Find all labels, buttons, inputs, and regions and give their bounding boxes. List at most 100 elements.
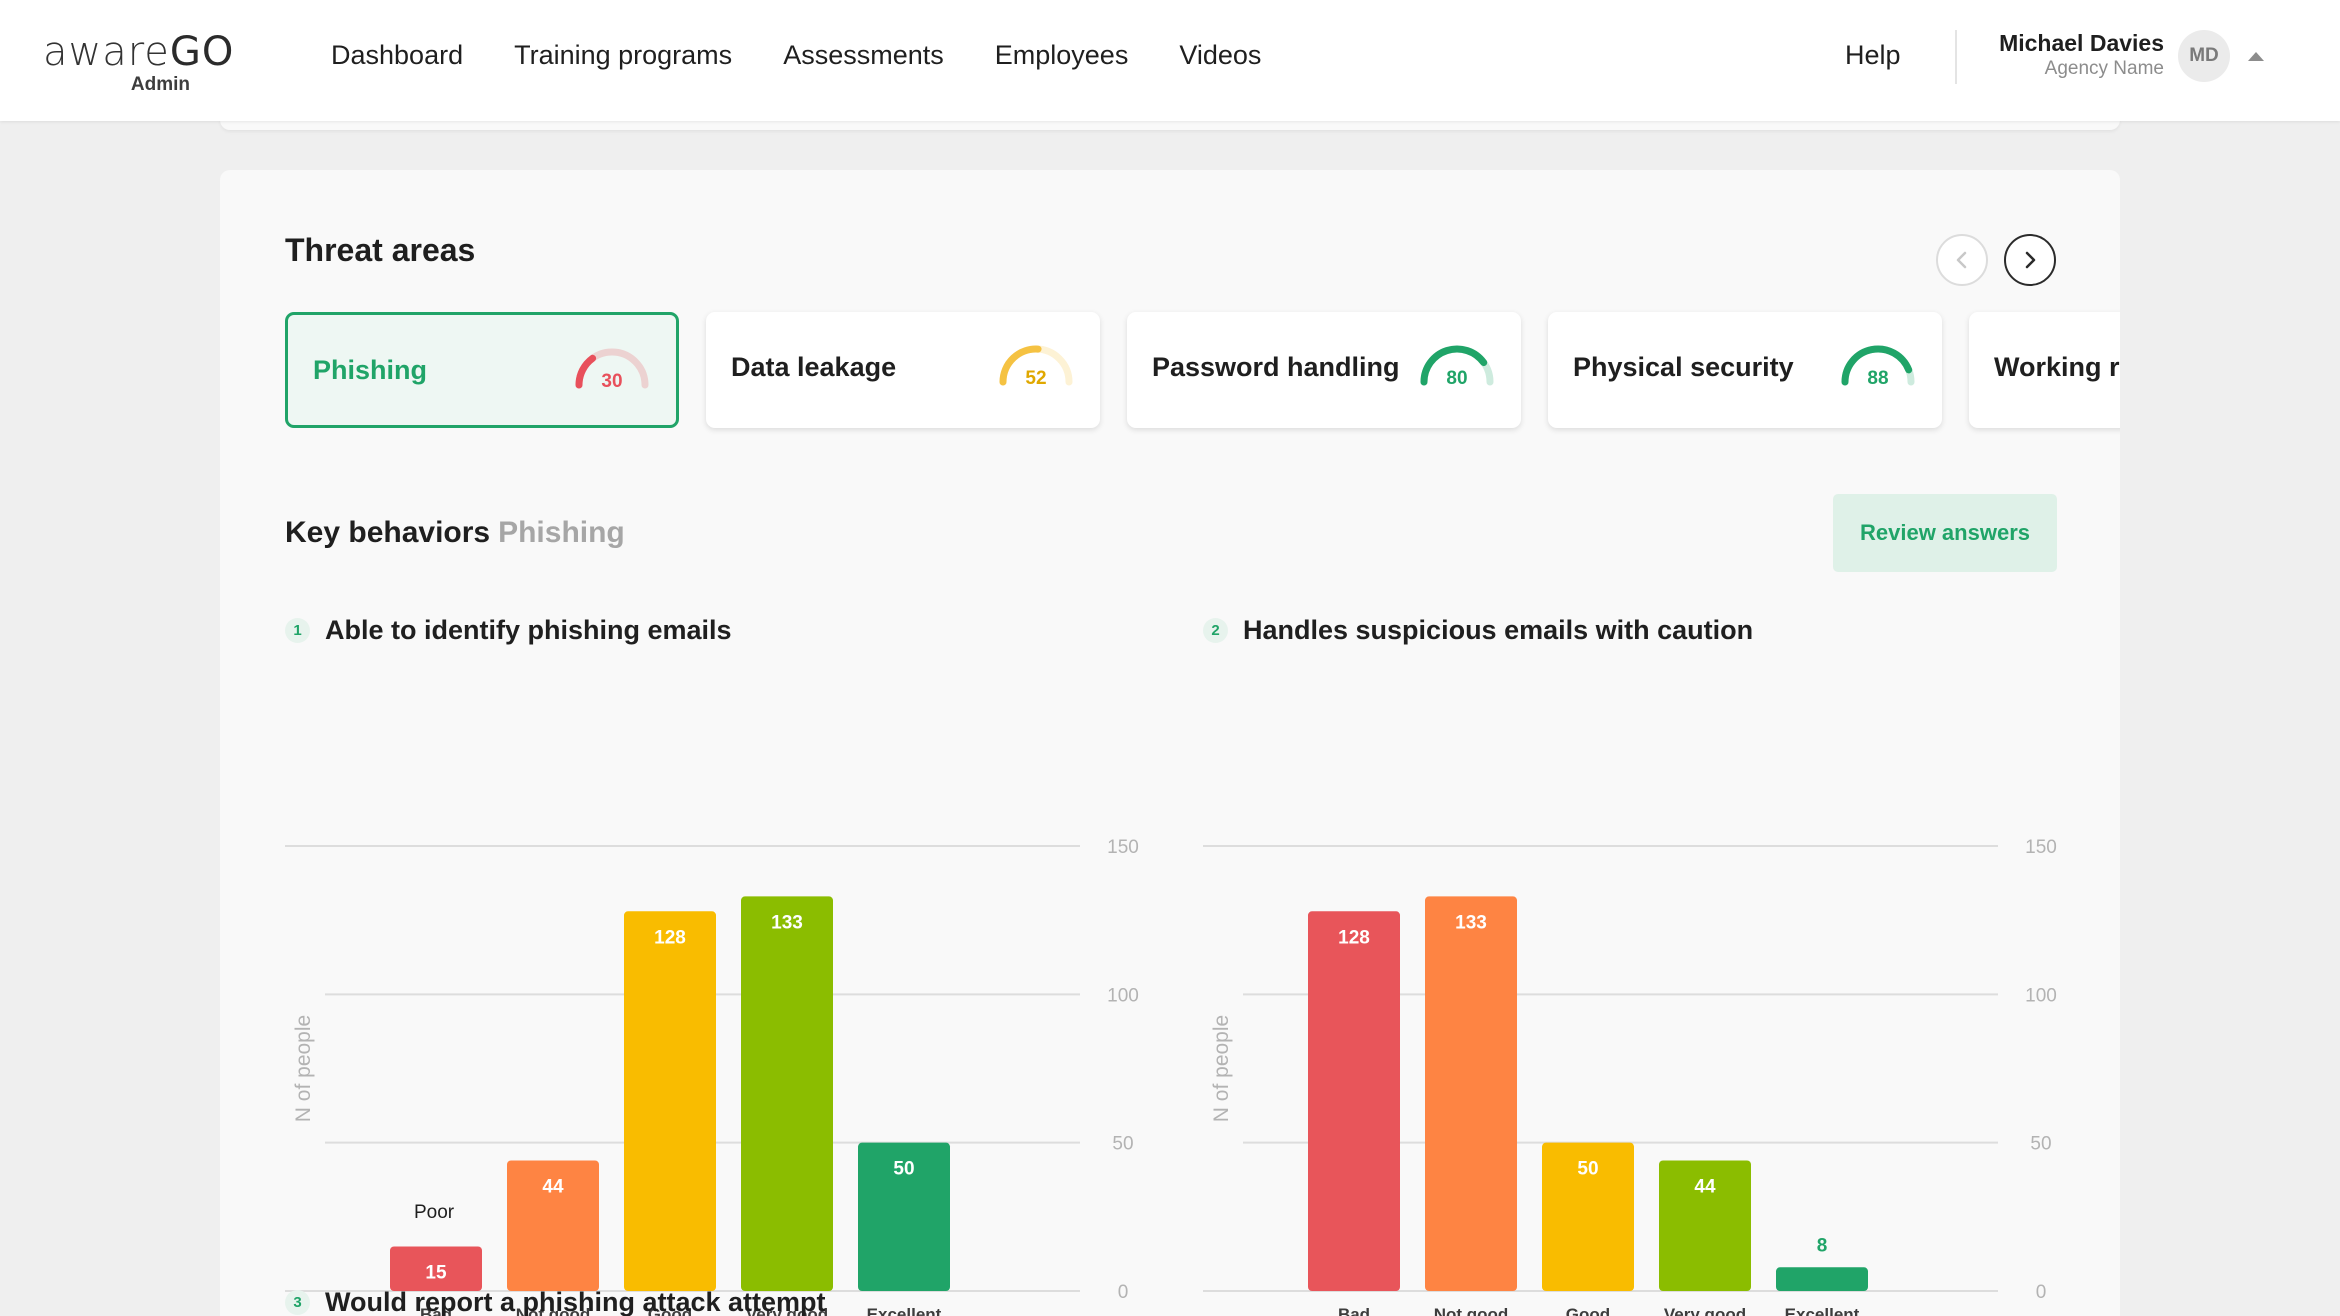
score-gauge-icon: 88 (1838, 342, 1918, 392)
gauge-arc (1420, 345, 1494, 386)
threat-card-label: Working re (1994, 352, 2120, 382)
x-category-label: Very good (746, 1305, 828, 1316)
gauge-arc (575, 348, 649, 389)
behavior-2-heading: 2 Handles suspicious emails with caution (1203, 615, 1753, 646)
x-category-label: Good (1566, 1305, 1610, 1316)
review-answers-button[interactable]: Review answers (1833, 494, 2057, 572)
score-gauge-icon: 52 (996, 342, 1076, 392)
poor-label: Poor (414, 1202, 455, 1223)
x-category-label: Good (648, 1305, 692, 1316)
threat-card-password-handling[interactable]: Password handling 80 (1127, 312, 1521, 428)
bar-bad[interactable] (390, 1246, 482, 1292)
y-axis-label: N of people (292, 1015, 315, 1122)
threat-areas-card: Threat areas Phishing 30 Data leakage 52… (220, 170, 2120, 1316)
behavior-number-badge: 3 (285, 1290, 310, 1315)
top-navigation-bar: awareGO Admin Dashboard Training program… (0, 0, 2340, 121)
logo-text-go: GO (169, 29, 235, 75)
y-tick-label: 150 (1107, 837, 1139, 858)
threat-area-carousel: Phishing 30 Data leakage 52 Password han… (285, 312, 2120, 430)
bar-value-label: 15 (425, 1263, 447, 1284)
behavior-number-badge: 1 (285, 618, 310, 643)
avatar[interactable]: MD (2178, 30, 2230, 82)
key-behaviors-topic: Phishing (498, 516, 625, 549)
threat-card-label: Physical security (1573, 352, 1794, 382)
user-agency: Agency Name (2044, 58, 2164, 79)
gauge-score: 80 (1446, 368, 1468, 389)
bar-very-good[interactable] (1659, 1160, 1751, 1291)
behavior-title: Would report a phishing attack attempt (325, 1287, 826, 1316)
behavior-title: Able to identify phishing emails (325, 615, 732, 645)
y-tick-label: 0 (1118, 1282, 1129, 1303)
gauge-score: 30 (601, 371, 623, 392)
threat-card-phishing[interactable]: Phishing 30 (285, 312, 679, 428)
nav-dashboard[interactable]: Dashboard (331, 40, 464, 70)
nav-employees[interactable]: Employees (994, 40, 1129, 70)
behavior-title: Handles suspicious emails with caution (1243, 615, 1754, 645)
threat-areas-title: Threat areas (285, 232, 476, 268)
carousel-next-button[interactable] (2004, 234, 2056, 286)
x-category-label: Not good (1434, 1305, 1509, 1316)
score-gauge-icon: 30 (572, 345, 652, 395)
y-tick-label: 50 (1112, 1134, 1133, 1155)
y-tick-label: 100 (2025, 985, 2057, 1006)
logo-text-aware: aware (43, 29, 170, 75)
threat-card-data-leakage[interactable]: Data leakage 52 (706, 312, 1100, 428)
bar-excellent[interactable] (858, 1142, 950, 1291)
bar-not-good[interactable] (1425, 896, 1517, 1291)
carousel-prev-button[interactable] (1936, 234, 1988, 286)
gauge-arc (999, 345, 1073, 386)
bar-value-label: 133 (771, 912, 803, 933)
bar-excellent[interactable] (1776, 1267, 1868, 1291)
threat-card-working-remotely[interactable]: Working re (1969, 312, 2120, 428)
user-menu-caret-icon[interactable] (2248, 52, 2264, 61)
user-name[interactable]: Michael Davies (1999, 30, 2164, 56)
threat-card-label: Phishing (313, 355, 427, 385)
threat-card-label: Data leakage (731, 352, 897, 382)
x-category-label: Excellent (1785, 1305, 1860, 1316)
bar-value-label: 50 (1577, 1159, 1598, 1180)
gauge-arc (1841, 345, 1915, 386)
bar-value-label: 133 (1455, 912, 1487, 933)
nav-assessments[interactable]: Assessments (783, 40, 944, 70)
y-tick-label: 150 (2025, 837, 2057, 858)
behavior-number-badge: 2 (1203, 618, 1228, 643)
bar-value-label: 128 (654, 927, 686, 948)
logo-admin-label: Admin (130, 74, 190, 95)
gauge-score: 88 (1867, 368, 1889, 389)
x-category-label: Bad (420, 1305, 452, 1316)
help-link[interactable]: Help (1845, 40, 1901, 70)
bar-value-label: 8 (1817, 1235, 1828, 1256)
y-axis-label: N of people (1210, 1015, 1233, 1122)
key-behaviors-label: Key behaviors (285, 516, 491, 549)
y-tick-label: 0 (2036, 1282, 2047, 1303)
nav-training-programs[interactable]: Training programs (514, 40, 733, 70)
score-gauge-icon: 80 (1417, 342, 1497, 392)
awarego-logo[interactable]: awareGO Admin (43, 29, 233, 100)
chevron-right-icon (2025, 251, 2036, 269)
y-tick-label: 100 (1107, 985, 1139, 1006)
main-nav: Dashboard Training programs Assessments … (331, 38, 1261, 72)
chevron-left-icon (1956, 251, 1967, 269)
gauge-score: 52 (1025, 368, 1047, 389)
bar-value-label: 128 (1338, 927, 1370, 948)
threat-card-physical-security[interactable]: Physical security 88 (1548, 312, 1942, 428)
bar-good[interactable] (1542, 1142, 1634, 1291)
x-category-label: Bad (1338, 1305, 1370, 1316)
bar-not-good[interactable] (507, 1160, 599, 1291)
x-category-label: Not good (516, 1305, 591, 1316)
threat-card-label: Password handling (1152, 352, 1400, 382)
bar-very-good[interactable] (741, 896, 833, 1291)
bar-value-label: 44 (1694, 1176, 1716, 1197)
bar-bad[interactable] (1308, 911, 1400, 1291)
x-category-label: Very good (1664, 1305, 1746, 1316)
header-divider (1955, 30, 1957, 84)
key-behaviors-title: Key behaviors Phishing (285, 516, 625, 550)
nav-videos[interactable]: Videos (1179, 40, 1262, 70)
bar-value-label: 50 (893, 1159, 914, 1180)
bar-good[interactable] (624, 911, 716, 1291)
behavior-1-heading: 1 Able to identify phishing emails (285, 615, 732, 646)
